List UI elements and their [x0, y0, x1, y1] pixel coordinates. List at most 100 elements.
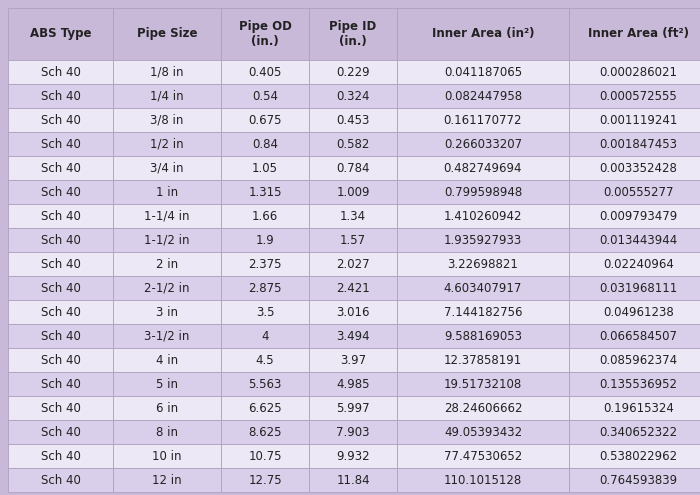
Bar	[113, 324, 221, 348]
Bar	[309, 180, 397, 204]
Text: 2 in: 2 in	[156, 257, 178, 270]
Bar	[8, 468, 113, 492]
Bar	[309, 84, 397, 108]
Text: 8 in: 8 in	[156, 426, 178, 439]
Text: 0.340652322: 0.340652322	[599, 426, 678, 439]
Text: 1.57: 1.57	[340, 234, 366, 247]
Text: 1.66: 1.66	[252, 209, 278, 222]
Bar	[569, 300, 700, 324]
Text: 7.144182756: 7.144182756	[444, 305, 522, 318]
Bar	[113, 204, 221, 228]
Bar	[397, 204, 569, 228]
Text: 1-1/2 in: 1-1/2 in	[144, 234, 190, 247]
Bar	[113, 468, 221, 492]
Bar	[397, 108, 569, 132]
Bar	[569, 348, 700, 372]
Text: 3.22698821: 3.22698821	[447, 257, 519, 270]
Bar	[8, 252, 113, 276]
Bar	[8, 420, 113, 444]
Text: 1.34: 1.34	[340, 209, 366, 222]
Text: 2.027: 2.027	[336, 257, 370, 270]
Text: 0.135536952: 0.135536952	[599, 378, 678, 391]
Bar	[397, 132, 569, 156]
Text: Sch 40: Sch 40	[41, 186, 80, 198]
Text: 0.009793479: 0.009793479	[599, 209, 678, 222]
Text: 1/2 in: 1/2 in	[150, 138, 184, 150]
Bar	[397, 444, 569, 468]
Bar	[397, 348, 569, 372]
Text: 1.009: 1.009	[336, 186, 370, 198]
Bar	[569, 132, 700, 156]
Text: Sch 40: Sch 40	[41, 378, 80, 391]
Bar	[221, 420, 309, 444]
Bar	[221, 156, 309, 180]
Bar	[309, 372, 397, 396]
Text: 0.082447958: 0.082447958	[444, 90, 522, 102]
Text: 3/8 in: 3/8 in	[150, 113, 183, 127]
Text: 0.085962374: 0.085962374	[599, 353, 678, 366]
Bar	[221, 468, 309, 492]
Bar	[8, 396, 113, 420]
Bar	[113, 60, 221, 84]
Bar	[309, 468, 397, 492]
Bar	[397, 84, 569, 108]
Bar	[221, 252, 309, 276]
Text: 6 in: 6 in	[156, 401, 178, 414]
Text: Sch 40: Sch 40	[41, 426, 80, 439]
Bar	[113, 156, 221, 180]
Text: 0.041187065: 0.041187065	[444, 65, 522, 79]
Text: 1-1/4 in: 1-1/4 in	[144, 209, 190, 222]
Text: 3.494: 3.494	[336, 330, 370, 343]
Text: 2.375: 2.375	[248, 257, 281, 270]
Text: 3.016: 3.016	[336, 305, 370, 318]
Bar	[309, 348, 397, 372]
Text: ABS Type: ABS Type	[29, 28, 91, 41]
Text: 0.161170772: 0.161170772	[444, 113, 522, 127]
Text: 7.903: 7.903	[336, 426, 370, 439]
Text: 3 in: 3 in	[156, 305, 178, 318]
Bar	[221, 396, 309, 420]
Text: Sch 40: Sch 40	[41, 161, 80, 175]
Text: 0.764593839: 0.764593839	[599, 474, 678, 487]
Bar	[8, 60, 113, 84]
Bar	[397, 252, 569, 276]
Text: 19.51732108: 19.51732108	[444, 378, 522, 391]
Bar	[397, 228, 569, 252]
Bar	[569, 372, 700, 396]
Bar	[569, 276, 700, 300]
Text: Sch 40: Sch 40	[41, 401, 80, 414]
Bar	[397, 372, 569, 396]
Text: 0.066584507: 0.066584507	[599, 330, 678, 343]
Bar	[113, 348, 221, 372]
Text: 0.799598948: 0.799598948	[444, 186, 522, 198]
Text: 10 in: 10 in	[153, 449, 182, 462]
Text: 0.003352428: 0.003352428	[600, 161, 678, 175]
Text: 1 in: 1 in	[156, 186, 178, 198]
Bar	[397, 420, 569, 444]
Text: 1.05: 1.05	[252, 161, 278, 175]
Text: 0.582: 0.582	[336, 138, 370, 150]
Text: Sch 40: Sch 40	[41, 330, 80, 343]
Bar	[221, 228, 309, 252]
Bar	[113, 8, 221, 60]
Bar	[569, 8, 700, 60]
Bar	[569, 468, 700, 492]
Bar	[221, 84, 309, 108]
Bar	[221, 204, 309, 228]
Bar	[8, 348, 113, 372]
Text: 0.02240964: 0.02240964	[603, 257, 674, 270]
Text: 0.000572555: 0.000572555	[600, 90, 678, 102]
Bar	[8, 300, 113, 324]
Text: 77.47530652: 77.47530652	[444, 449, 522, 462]
Text: 5.997: 5.997	[336, 401, 370, 414]
Text: 12 in: 12 in	[152, 474, 182, 487]
Bar	[8, 204, 113, 228]
Text: 12.37858191: 12.37858191	[444, 353, 522, 366]
Bar	[569, 204, 700, 228]
Bar	[569, 444, 700, 468]
Text: Sch 40: Sch 40	[41, 65, 80, 79]
Bar	[309, 444, 397, 468]
Text: 0.031968111: 0.031968111	[599, 282, 678, 295]
Bar	[8, 108, 113, 132]
Text: 0.482749694: 0.482749694	[444, 161, 522, 175]
